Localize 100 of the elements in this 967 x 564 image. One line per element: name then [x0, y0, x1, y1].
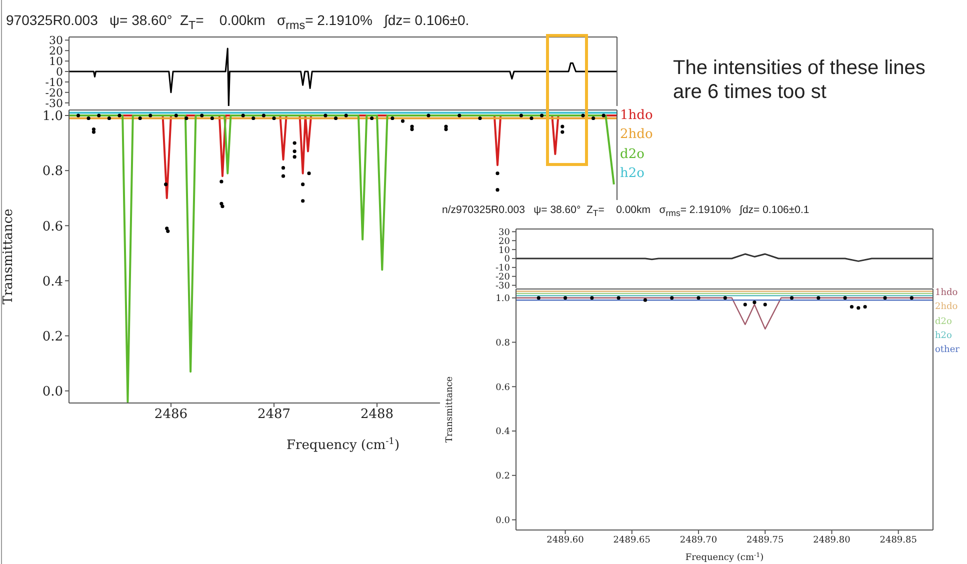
point [856, 306, 860, 310]
point [400, 119, 405, 123]
y-tick-label: 0.8 [42, 164, 63, 180]
point [281, 166, 286, 170]
point [220, 180, 224, 184]
series-label: 1hdo [935, 288, 959, 300]
line-series [516, 297, 933, 330]
point [560, 130, 564, 134]
y-tick-label: 0.0 [42, 384, 63, 400]
y-axis-title: Transmittance [445, 376, 455, 443]
x-tick-label: 2489.85 [880, 535, 918, 546]
point [292, 155, 296, 159]
point [581, 114, 585, 118]
point [536, 296, 540, 300]
point [863, 304, 867, 309]
text: d2o [935, 316, 953, 328]
line-series [516, 253, 933, 262]
y-tick-label: 10 [49, 54, 63, 68]
point [334, 116, 338, 120]
x-tick-label: 2489.65 [613, 535, 651, 546]
point [184, 116, 188, 120]
point [910, 296, 914, 300]
x-axis-title: Frequency (cm$^{-1}$) [685, 552, 764, 563]
y-tick-label: 0.8 [496, 338, 510, 348]
chart-title: n/z970325R0.003 ψ= 38.60° Z$_{T}$= 0.00km σ$_{rms}$= 2.1910% ∫dz= 0.106±0.1 [442, 204, 810, 218]
point [97, 114, 101, 118]
point [519, 114, 524, 118]
point [496, 188, 500, 192]
series-label: d2o [620, 146, 646, 163]
y-tick-label: 0 [504, 254, 510, 265]
y-tick-label: 0 [56, 65, 63, 78]
y-tick-label: 20 [498, 236, 510, 247]
point [200, 114, 204, 118]
y-tick-label: -20 [45, 86, 63, 100]
point [590, 296, 594, 300]
line-series [69, 48, 617, 106]
point [496, 172, 500, 176]
text: h2o [935, 330, 953, 342]
point [478, 116, 482, 120]
y-tick-label: -10 [45, 76, 63, 89]
point [166, 229, 170, 233]
point [344, 114, 348, 118]
y-tick-label: 0.0 [496, 516, 510, 526]
point [92, 127, 96, 132]
point [643, 298, 648, 302]
point [723, 296, 727, 300]
point [850, 304, 854, 309]
series-label: 2hdo [935, 302, 959, 314]
point [410, 127, 414, 132]
y-tick-label: -20 [496, 272, 510, 283]
y-tick-label: 1.0 [496, 294, 510, 304]
point [602, 114, 606, 118]
point [262, 114, 266, 118]
point [370, 116, 374, 120]
point [281, 174, 286, 178]
point [843, 296, 847, 300]
y-tick-label: 0.2 [496, 472, 510, 482]
point [696, 296, 700, 300]
point [790, 296, 794, 300]
point [670, 296, 674, 300]
point [241, 114, 245, 118]
y-tick-label: 0.6 [496, 382, 510, 393]
text: other [935, 345, 960, 356]
point [324, 114, 328, 118]
series-label: 2hdo [620, 127, 653, 144]
point [426, 114, 430, 118]
point [530, 116, 534, 120]
x-tick-label: 2489.80 [813, 535, 851, 546]
point [301, 199, 305, 203]
point [220, 204, 224, 208]
point [164, 182, 168, 186]
point [458, 114, 462, 118]
point [616, 296, 620, 300]
point [743, 302, 747, 306]
point [107, 116, 111, 120]
point [210, 116, 214, 120]
y-tick-label: 30 [498, 228, 510, 238]
point [118, 114, 122, 118]
text: The intensities of these lines are 6 times too st [673, 56, 926, 104]
point [883, 296, 887, 300]
point [86, 116, 90, 120]
y-tick-label: 0.4 [496, 427, 510, 438]
point [174, 114, 178, 118]
x-axis-title: Frequency (cm$^{-1}$) [286, 437, 400, 453]
point [560, 124, 564, 128]
point [138, 116, 142, 120]
series-label: 1hdo [620, 108, 653, 124]
y-tick-label: -10 [496, 264, 510, 274]
point [752, 300, 756, 304]
x-tick-label: 2487 [257, 407, 291, 422]
point [763, 302, 767, 306]
point [563, 296, 568, 300]
x-tick-label: 2489.75 [746, 535, 784, 546]
y-axis-title: Transmittance [1, 208, 16, 304]
point [816, 296, 820, 300]
point [92, 130, 96, 134]
point [252, 116, 256, 120]
point [292, 150, 296, 154]
y-tick-label: -30 [496, 282, 510, 292]
point [76, 114, 80, 118]
